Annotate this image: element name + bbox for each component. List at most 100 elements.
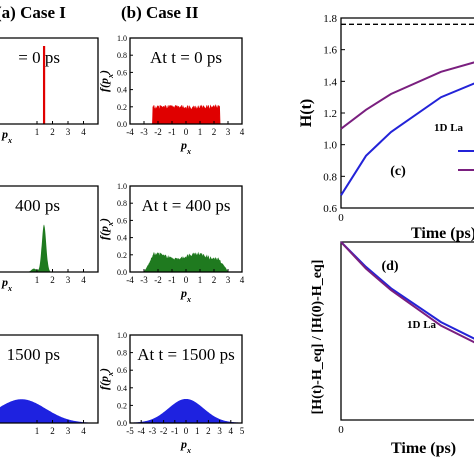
case1-2-xtick-label: 4 — [81, 426, 86, 436]
case1-2-time-label: 1500 ps — [7, 345, 60, 364]
panel-d-panel-label: (d) — [381, 259, 398, 274]
case2-5-ylabel: f(px) — [97, 368, 115, 390]
case2-4-ytick-label: 1.0 — [117, 182, 127, 191]
case2-3-time-label: At t = 0 ps — [150, 48, 222, 67]
case2-5-ytick-label: 0.6 — [117, 366, 127, 375]
case2-4-ytick-label: 0.6 — [117, 216, 127, 225]
panel-d-ylabel: [H(t)-H_eq] / [H(0)-H_eq] — [310, 260, 325, 415]
case1-0-xtick-label: 2 — [50, 127, 55, 137]
case2-4-ytick-label: 0.4 — [117, 234, 127, 243]
case1-1-xtick-label: 1 — [35, 275, 40, 285]
case2-4-xtick-label: 1 — [198, 275, 203, 285]
case2-4-xtick-label: 3 — [226, 275, 231, 285]
panel-c-ylabel: H(t) — [298, 99, 315, 127]
case2-3-ytick-label: 0.4 — [117, 86, 127, 95]
case1-2-xtick-label: 3 — [66, 426, 71, 436]
case1-0-xtick-label: 3 — [66, 127, 71, 137]
case2-5-ytick-label: 0.8 — [117, 349, 127, 358]
case1-0-axes — [0, 37, 99, 125]
case2-5-xtick-label: -2 — [160, 426, 168, 436]
case2-3-ytick-label: 0.8 — [117, 51, 127, 60]
case2-4-xtick-label: -4 — [126, 275, 134, 285]
case2-3-xtick-label: 3 — [226, 127, 231, 137]
case2-5-ytick-label: 0.0 — [117, 419, 127, 428]
case-ii-header: (b) Case II — [121, 3, 199, 22]
case1-0-xlabel: px — [1, 127, 12, 145]
case2-5-xtick-label: -1 — [171, 426, 179, 436]
case2-3-xtick-label: 1 — [198, 127, 203, 137]
case2-5-xtick-label: -4 — [137, 426, 145, 436]
case2-4-ytick-label: 0.8 — [117, 199, 127, 208]
case2-3-xtick-label: 0 — [184, 127, 189, 137]
case2-4-distribution — [130, 251, 242, 273]
case2-5-distribution — [129, 398, 243, 424]
case2-5-xlabel: px — [180, 437, 191, 455]
case2-3-ylabel: f(px) — [97, 70, 115, 92]
case2-4-ytick-label: 0.0 — [117, 268, 127, 277]
panel-c-series-1 — [340, 82, 474, 196]
panel-c-panel-label: (c) — [390, 164, 406, 179]
case2-3-ytick-label: 0.2 — [117, 103, 127, 112]
case2-4-xtick-label: 0 — [184, 275, 189, 285]
case2-3-xtick-label: -1 — [168, 127, 176, 137]
panel-c-ytick-label: 1.0 — [323, 140, 337, 152]
panel-c-ytick-label: 0.6 — [323, 203, 337, 215]
case1-1-xtick-label: 4 — [81, 275, 86, 285]
panel-c-ytick-label: 1.2 — [323, 108, 337, 120]
case2-5-xtick-label: -5 — [126, 426, 134, 436]
case2-4-xtick-label: 2 — [212, 275, 217, 285]
panel-c-ytick-label: 1.6 — [323, 45, 337, 57]
panel-c-ytick-label: 1.4 — [323, 76, 337, 88]
panel-d-xlabel: Time (ps) — [391, 440, 456, 457]
panel-d-legend-title: 1D La — [407, 319, 437, 331]
panel-c-legend-title: 1D La — [434, 122, 464, 134]
case1-2-xtick-label: 2 — [50, 426, 55, 436]
case2-3-ytick-label: 1.0 — [117, 34, 127, 43]
case1-2-distribution — [0, 399, 98, 423]
case1-1-time-label: 400 ps — [15, 196, 60, 215]
case2-3-xtick-label: -4 — [126, 127, 134, 137]
case2-3-xtick-label: 2 — [212, 127, 217, 137]
panel-c-xtick-label: 0 — [338, 212, 344, 224]
case1-1-xlabel: px — [1, 275, 12, 293]
case2-5-xtick-label: 2 — [206, 426, 211, 436]
case2-4-ylabel: f(px) — [97, 218, 115, 240]
case2-5-ytick-label: 0.4 — [117, 384, 127, 393]
case2-5-xtick-label: 3 — [217, 426, 222, 436]
case2-4-xlabel: px — [180, 286, 191, 304]
case2-4-xtick-label: 4 — [240, 275, 245, 285]
panel-c-ytick-label: 1.8 — [323, 13, 337, 25]
case2-3-xlabel: px — [180, 138, 191, 156]
case2-4-ytick-label: 0.2 — [117, 251, 127, 260]
case2-5-ytick-label: 0.2 — [117, 401, 127, 410]
case2-4-time-label: At t = 400 ps — [142, 196, 231, 215]
panel-d-axes — [340, 241, 474, 421]
case1-1-xtick-label: 2 — [50, 275, 55, 285]
case2-3-ytick-label: 0.6 — [117, 68, 127, 77]
panels: 0.00.20.40.60.81.0-4 -3 -2 -1 0 1 2 3 4pxf(px)At… — [0, 13, 474, 457]
case1-1-axes — [0, 185, 99, 273]
case2-5-xtick-label: -3 — [149, 426, 157, 436]
case2-5-xtick-label: 4 — [229, 426, 234, 436]
case2-4-xtick-label: -2 — [154, 275, 162, 285]
case1-0-spike — [42, 46, 46, 124]
case1-0-xtick-label: 4 — [81, 127, 86, 137]
panel-d-xtick-label: 0 — [338, 424, 344, 436]
case2-3-ytick-label: 0.0 — [117, 120, 127, 129]
panel-c-xlabel: Time (ps) — [411, 225, 474, 242]
case2-4-xtick-label: -3 — [140, 275, 148, 285]
case1-1-distribution — [29, 224, 62, 272]
case1-0-xtick-label: 1 — [35, 127, 40, 137]
case2-5-xtick-label: 0 — [184, 426, 189, 436]
panel-d-series-1 — [340, 241, 474, 340]
case2-5-xtick-label: 5 — [240, 426, 245, 436]
case-i-header: (a) Case I — [0, 3, 66, 22]
case2-5-time-label: At t = 1500 ps — [137, 345, 234, 364]
case2-3-xtick-label: -3 — [140, 127, 148, 137]
case2-5-ytick-label: 1.0 — [117, 331, 127, 340]
case2-5-xtick-label: 1 — [195, 426, 200, 436]
case2-3-xtick-label: -2 — [154, 127, 162, 137]
case2-4-xtick-label: -1 — [168, 275, 176, 285]
panel-c-series-2 — [340, 61, 474, 130]
